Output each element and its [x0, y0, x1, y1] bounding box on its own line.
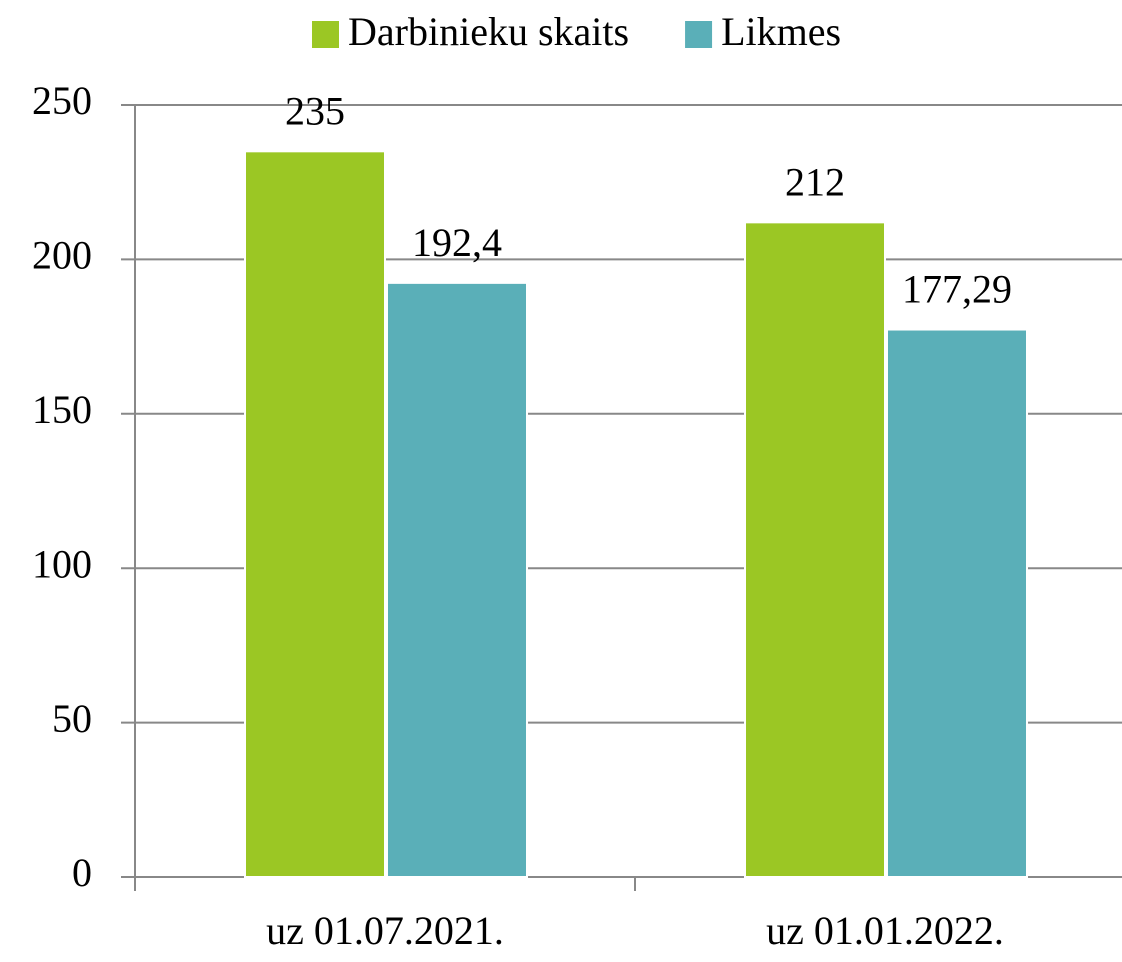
- bar: [886, 328, 1028, 878]
- bar: [744, 221, 886, 878]
- legend-label: Darbinieku skaits: [348, 9, 629, 54]
- legend-swatch: [685, 21, 713, 48]
- y-tick-label: 150: [32, 387, 92, 432]
- x-tick-label: uz 01.01.2022.: [766, 908, 1004, 953]
- data-label: 235: [285, 88, 345, 133]
- data-label: 192,4: [412, 220, 502, 265]
- legend-swatch: [312, 21, 339, 48]
- y-tick-label: 50: [52, 696, 92, 741]
- bar: [244, 150, 386, 878]
- y-tick-label: 200: [32, 233, 92, 278]
- y-tick-label: 250: [32, 78, 92, 123]
- y-tick-label: 100: [32, 541, 92, 586]
- data-label: 177,29: [902, 267, 1012, 312]
- bar: [386, 281, 528, 879]
- y-tick-label: 0: [72, 850, 92, 895]
- data-label: 212: [785, 160, 845, 205]
- x-tick-label: uz 01.07.2021.: [266, 908, 504, 953]
- legend-label: Likmes: [721, 9, 841, 54]
